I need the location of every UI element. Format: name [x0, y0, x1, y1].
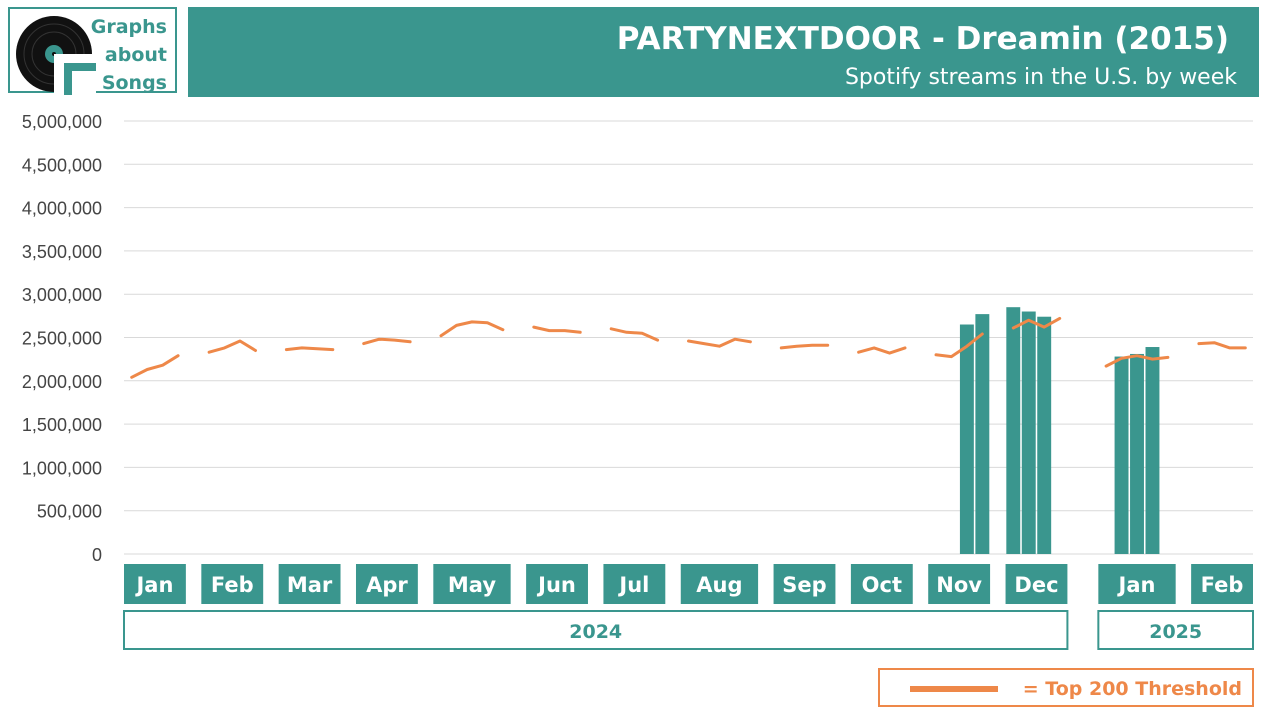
threshold-line-segment [130, 354, 180, 379]
year-label: 2024 [569, 621, 622, 643]
month-label: Sep [782, 573, 826, 597]
year-label: 2025 [1149, 621, 1202, 643]
logo-line-2: about [104, 44, 167, 66]
month-label: Aug [696, 573, 742, 597]
threshold-line-segment [857, 346, 907, 355]
logo-line-1: Graphs [90, 16, 167, 38]
y-tick-label: 0 [92, 545, 102, 565]
month-label: Jan [1117, 573, 1156, 597]
month-box [124, 564, 186, 604]
year-box [123, 610, 1069, 650]
y-tick-label: 4,000,000 [22, 199, 102, 219]
y-tick-label: 3,000,000 [22, 285, 102, 305]
chart-title: PARTYNEXTDOOR - Dreamin (2015) [616, 21, 1229, 57]
month-box [1005, 564, 1068, 604]
y-tick-label: 500,000 [37, 502, 102, 522]
y-tick-label: 2,000,000 [22, 372, 102, 392]
threshold-line-segment [362, 337, 412, 346]
month-label: Feb [1201, 573, 1244, 597]
threshold-line-segment [779, 343, 830, 350]
month-box [278, 564, 341, 604]
threshold-line-segment [1104, 354, 1170, 368]
month-label: Mar [287, 573, 333, 597]
threshold-line-segment [1197, 341, 1247, 350]
threshold-line-segment [284, 346, 335, 352]
month-box [526, 564, 588, 604]
month-box [201, 564, 264, 604]
y-tick-label: 4,500,000 [22, 155, 102, 175]
stream-bar [1114, 356, 1129, 554]
y-tick-label: 1,000,000 [22, 458, 102, 478]
legend-threshold-swatch [910, 686, 998, 692]
month-label: Apr [366, 573, 408, 597]
chart-area: 0 500,000 1,000,000 1,500,000 2,000,000 2,500… [22, 112, 1254, 650]
month-box [355, 564, 418, 604]
logo-line-3: Songs [101, 72, 167, 94]
month-box [773, 564, 836, 604]
y-tick-label: 1,500,000 [22, 415, 102, 435]
vinyl-record-icon [16, 16, 96, 95]
y-tick-label: 5,000,000 [22, 112, 102, 132]
stream-bar [1021, 311, 1036, 554]
month-box [928, 564, 991, 604]
month-label: Jul [617, 573, 649, 597]
threshold-line-segment [934, 332, 984, 359]
threshold-line-segment [532, 325, 582, 334]
threshold-line-segment [207, 339, 257, 354]
month-label: Nov [936, 573, 982, 597]
stream-bar [975, 314, 990, 554]
month-label: Dec [1014, 573, 1058, 597]
header-banner: PARTYNEXTDOOR - Dreamin (2015) Spotify s… [188, 7, 1259, 97]
month-box [603, 564, 666, 604]
month-box [1098, 564, 1176, 604]
threshold-line-segment [439, 320, 505, 338]
threshold-line-segment [609, 327, 660, 342]
month-label: Jun [536, 573, 576, 597]
month-label: Jan [134, 573, 173, 597]
y-tick-label: 3,500,000 [22, 242, 102, 262]
month-box [433, 564, 511, 604]
stream-bar [1006, 307, 1021, 554]
stream-bar [1130, 353, 1144, 554]
year-box [1097, 610, 1254, 650]
y-tick-label: 2,500,000 [22, 329, 102, 349]
threshold-line-segment [687, 337, 752, 348]
month-box [850, 564, 913, 604]
month-box [680, 564, 759, 604]
stream-bar [1145, 347, 1160, 554]
month-label: May [448, 573, 496, 597]
month-box [1191, 564, 1253, 604]
month-label: Oct [862, 573, 902, 597]
threshold-line-segment [1011, 316, 1062, 330]
month-label: Feb [211, 573, 254, 597]
stream-bar [1037, 316, 1052, 554]
logo: Graphs about Songs [8, 7, 177, 95]
chart-subtitle: Spotify streams in the U.S. by week [844, 65, 1237, 90]
legend: = Top 200 Threshold [878, 668, 1254, 707]
legend-threshold-label: = Top 200 Threshold [1022, 678, 1242, 700]
stream-bar [959, 324, 974, 554]
